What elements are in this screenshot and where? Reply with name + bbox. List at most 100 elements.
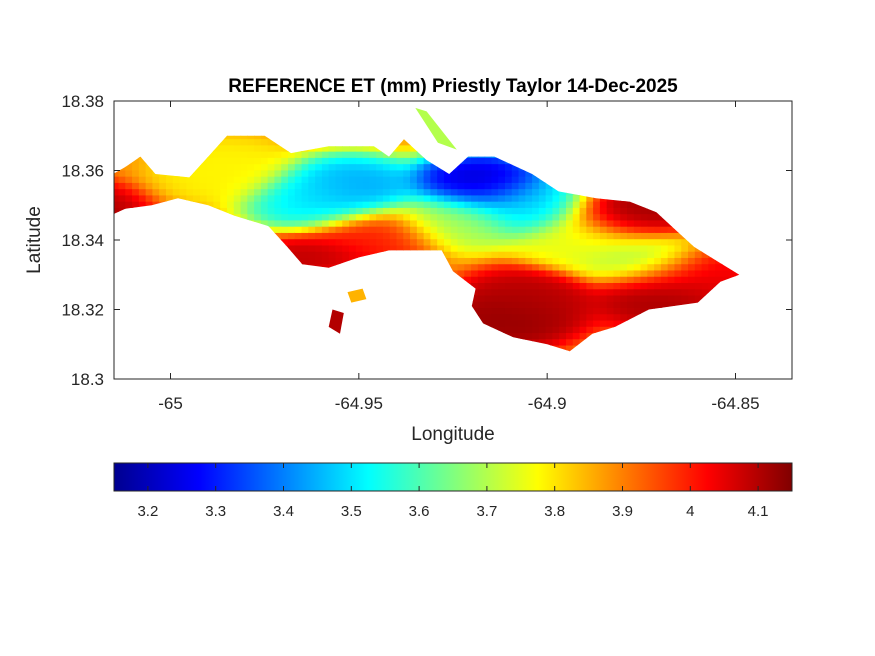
raster-cell <box>647 251 655 258</box>
raster-cell <box>491 232 499 240</box>
raster-cell <box>240 194 248 202</box>
raster-cell <box>78 320 85 327</box>
raster-cell <box>58 289 65 296</box>
raster-cell <box>518 326 526 334</box>
raster-cell <box>114 207 120 215</box>
raster-cell <box>633 307 642 315</box>
raster-cell <box>627 219 635 227</box>
raster-cell <box>105 239 112 246</box>
raster-cell <box>274 232 282 240</box>
raster-cell <box>240 138 248 146</box>
raster-cell <box>64 326 71 333</box>
raster-cell <box>572 276 581 283</box>
raster-cell <box>98 345 105 352</box>
raster-cell <box>484 294 493 302</box>
raster-cell <box>633 282 642 290</box>
raster-cell <box>504 226 513 233</box>
raster-cell <box>355 226 364 233</box>
raster-cell <box>288 151 296 158</box>
raster-cell <box>491 182 499 190</box>
raster-cell <box>620 276 628 283</box>
raster-cell <box>443 169 452 177</box>
raster-cell <box>44 176 51 183</box>
raster-cell <box>206 163 215 171</box>
raster-cell <box>30 282 37 289</box>
raster-cell <box>552 269 560 277</box>
raster-cell <box>240 207 248 215</box>
raster-cell <box>44 332 51 339</box>
raster-cell <box>491 263 499 271</box>
raster-cell <box>362 238 370 246</box>
raster-cell <box>274 219 282 227</box>
raster-cell <box>125 194 133 202</box>
raster-cell <box>437 169 445 177</box>
raster-cell <box>640 219 648 227</box>
raster-cell <box>640 263 648 271</box>
raster-cell <box>78 257 85 264</box>
raster-cell <box>274 188 282 196</box>
raster-cell <box>78 151 85 158</box>
raster-cell <box>64 289 71 296</box>
raster-cell <box>457 207 465 215</box>
raster-cell <box>355 207 364 215</box>
raster-cell <box>403 238 411 246</box>
raster-cell <box>484 319 493 327</box>
raster-cell <box>532 332 540 340</box>
raster-cell <box>532 326 540 334</box>
raster-cell <box>613 213 621 221</box>
raster-cell <box>403 144 411 152</box>
raster-cell <box>294 226 303 233</box>
raster-cell <box>450 238 459 246</box>
raster-cell <box>518 213 526 221</box>
raster-cell <box>114 194 120 202</box>
raster-cell <box>593 301 601 309</box>
raster-cell <box>566 226 574 233</box>
raster-cell <box>674 263 682 271</box>
raster-cell <box>627 269 635 277</box>
raster-cell <box>85 332 92 339</box>
raster-cell <box>85 201 92 208</box>
raster-cell <box>430 238 438 246</box>
raster-cell <box>64 126 71 133</box>
raster-cell <box>260 144 269 152</box>
raster-cell <box>37 276 44 283</box>
raster-cell <box>593 282 601 290</box>
raster-cell <box>362 176 370 183</box>
raster-cell <box>17 351 24 358</box>
raster-cell <box>321 226 330 233</box>
raster-cell <box>64 339 71 346</box>
raster-cell <box>633 288 642 296</box>
raster-cell <box>640 207 648 215</box>
raster-cell <box>91 251 98 258</box>
raster-cell <box>328 232 337 240</box>
raster-cell <box>71 339 78 346</box>
raster-cell <box>593 288 601 296</box>
raster-cell <box>416 169 425 177</box>
raster-cell <box>288 163 296 171</box>
raster-cell <box>24 345 31 352</box>
raster-cell <box>559 257 567 265</box>
raster-cell <box>430 182 438 190</box>
raster-cell <box>491 251 499 258</box>
raster-cell <box>633 269 642 277</box>
raster-cell <box>260 169 269 177</box>
raster-cell <box>349 232 357 240</box>
raster-cell <box>491 226 499 233</box>
raster-cell <box>281 207 289 215</box>
raster-cell <box>586 319 594 327</box>
raster-cell <box>98 332 105 339</box>
raster-cell <box>30 301 37 308</box>
raster-cell <box>437 182 445 190</box>
raster-cell <box>294 251 303 258</box>
raster-cell <box>308 194 316 202</box>
raster-cell <box>613 269 621 277</box>
raster-cell <box>586 282 594 290</box>
raster-cell <box>315 201 323 208</box>
raster-cell <box>227 207 235 215</box>
raster-cell <box>220 144 228 152</box>
raster-cell <box>389 219 398 227</box>
raster-cell <box>308 157 316 165</box>
raster-cell <box>694 251 703 258</box>
raster-cell <box>525 301 533 309</box>
raster-cell <box>362 226 370 233</box>
